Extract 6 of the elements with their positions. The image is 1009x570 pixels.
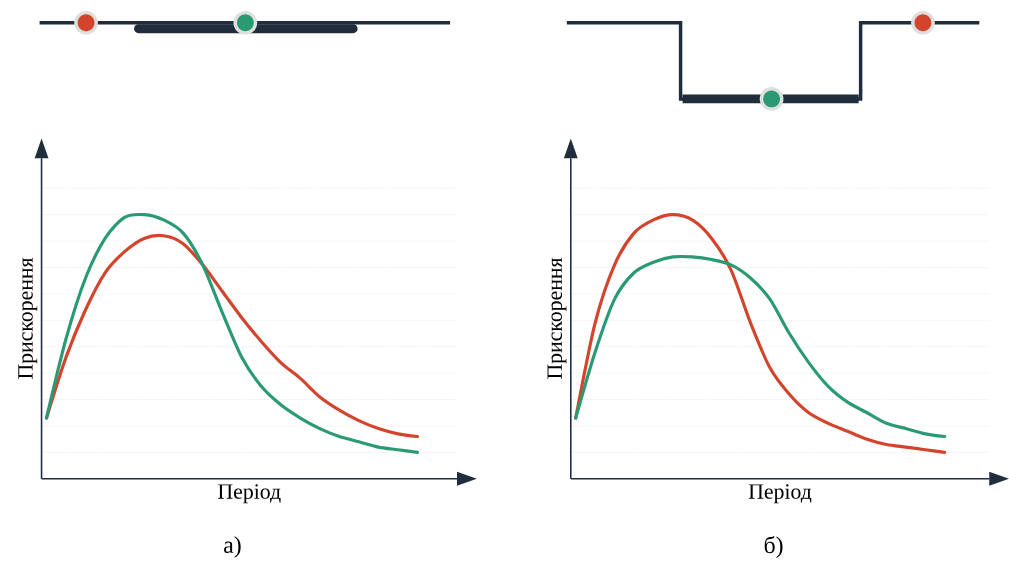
text: а) xyxy=(224,536,241,558)
x-axis-title: Період xyxy=(218,484,281,504)
y-axis-title: Прискорення xyxy=(18,257,38,380)
text: б) xyxy=(764,536,783,559)
x-axis-title: Період xyxy=(748,484,812,504)
y-axis-title: Прискорення xyxy=(547,257,567,380)
